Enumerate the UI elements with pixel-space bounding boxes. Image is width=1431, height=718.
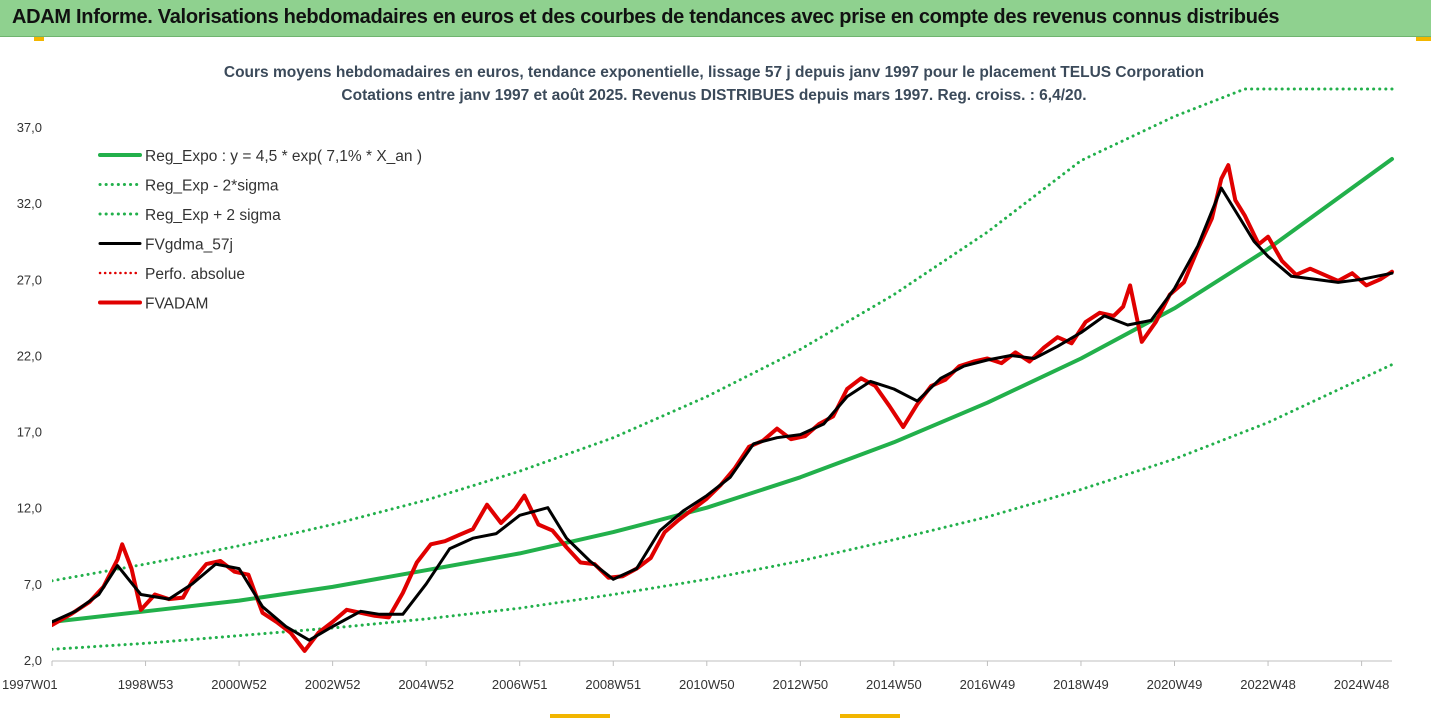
y-tick-label: 17,0 [17, 425, 42, 440]
x-tick-label: 1997W01 [2, 677, 58, 692]
x-tick-label: 2024W48 [1334, 677, 1390, 692]
y-axis: 2,0 7,0 12,0 17,0 22,0 27,0 32,0 37,0 [17, 120, 42, 668]
trend-line [52, 157, 1394, 624]
y-tick-label: 2,0 [24, 653, 42, 668]
x-tick-label: 2012W50 [773, 677, 829, 692]
y-tick-label: 37,0 [17, 120, 42, 135]
x-tick-label: 2018W49 [1053, 677, 1109, 692]
chart-title: Cours moyens hebdomadaires en euros, ten… [224, 64, 1204, 81]
y-tick-label: 27,0 [17, 272, 42, 287]
x-tick-label: 2008W51 [585, 677, 641, 692]
legend-label: Reg_Exp - 2*sigma [145, 178, 279, 195]
x-tick-label: 2000W52 [211, 677, 267, 692]
x-tick-label: 2004W52 [398, 677, 454, 692]
x-tick-label: 2010W50 [679, 677, 735, 692]
corner-marker-top-left [34, 37, 44, 41]
x-tick-label: 1998W53 [118, 677, 174, 692]
lower-band-line [52, 363, 1394, 651]
legend: Reg_Expo : y = 4,5 * exp( 7,1% * X_an ) R… [98, 148, 422, 313]
legend-label: FVgdma_57j [145, 237, 233, 254]
x-tick-label: 2006W51 [492, 677, 548, 692]
upper-band-line [52, 87, 1394, 583]
report-title: ADAM Informe. Valorisations hebdomadaire… [12, 6, 1280, 28]
x-tick-label: 2020W49 [1147, 677, 1203, 692]
x-tick-label: 2022W48 [1240, 677, 1296, 692]
report-banner: ADAM Informe. Valorisations hebdomadaire… [0, 0, 1431, 37]
smoothed-line [52, 186, 1394, 642]
x-tick-label: 2014W50 [866, 677, 922, 692]
x-tick-label: 2016W49 [960, 677, 1016, 692]
legend-label: Reg_Expo : y = 4,5 * exp( 7,1% * X_an ) [145, 148, 422, 165]
chart-subtitle: Cotations entre janv 1997 et août 2025. … [341, 87, 1086, 104]
corner-marker-bottom-right [840, 714, 900, 718]
legend-label: FVADAM [145, 296, 208, 313]
x-tick-label: 2002W52 [305, 677, 361, 692]
y-tick-label: 7,0 [24, 577, 42, 592]
y-tick-label: 32,0 [17, 196, 42, 211]
fvadam-line [52, 163, 1394, 653]
corner-marker-bottom-left [550, 714, 610, 718]
plot-lines [52, 87, 1394, 653]
legend-label: Perfo. absolue [145, 266, 245, 283]
y-tick-label: 22,0 [17, 348, 42, 363]
chart-area: Cours moyens hebdomadaires en euros, ten… [2, 64, 1394, 692]
y-tick-label: 12,0 [17, 501, 42, 516]
corner-marker-top-right [1416, 37, 1431, 41]
legend-label: Reg_Exp + 2 sigma [145, 207, 281, 224]
x-axis: 1997W01 1998W53 2000W52 2002W52 2004W52 2006W… [2, 660, 1392, 692]
